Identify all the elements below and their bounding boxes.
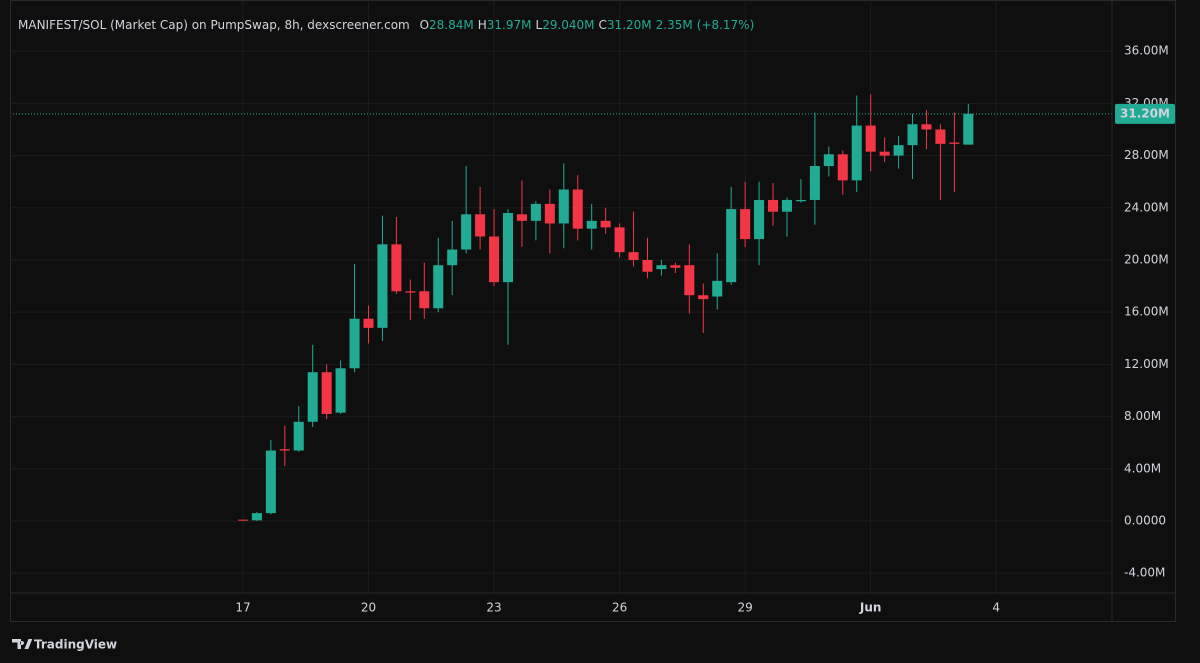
y-tick-label: 12.00M xyxy=(1124,357,1169,371)
legend-value: 29.040M xyxy=(542,18,594,32)
legend-value: 31.20M xyxy=(607,18,652,32)
candle-body xyxy=(795,199,806,202)
candle-body xyxy=(614,227,625,253)
y-tick-label: 16.00M xyxy=(1124,305,1169,319)
candle-body xyxy=(586,220,597,229)
candle-body xyxy=(251,513,262,521)
candle-body xyxy=(461,214,472,250)
tradingview-logo: TradingView xyxy=(12,638,117,652)
legend-key: O xyxy=(420,18,429,32)
candle-body xyxy=(740,209,751,240)
logo-icon xyxy=(12,639,33,649)
axes: -4.00M 0.0000 4.00M 8.00M 12.00M 16.00M 20.00M… xyxy=(235,44,1175,615)
y-tick-label: 28.00M xyxy=(1124,148,1169,162)
last-price-box xyxy=(1115,103,1175,124)
y-tick-label: 36.00M xyxy=(1124,44,1169,58)
y-tick-label: 4.00M xyxy=(1124,461,1161,475)
candle-body xyxy=(349,318,360,369)
candle-body xyxy=(893,145,904,156)
candle-body xyxy=(642,259,653,272)
candle-body xyxy=(363,318,374,328)
candle-body xyxy=(907,124,918,146)
candle-body xyxy=(963,113,974,145)
candle-body xyxy=(851,125,862,181)
legend-key: L xyxy=(536,18,543,32)
chart-title: MANIFEST/SOL (Market Cap) on PumpSwap, 8… xyxy=(18,18,410,32)
candle-body xyxy=(265,450,276,514)
y-tick-label: 0.0000 xyxy=(1124,513,1166,527)
candle-body xyxy=(307,372,318,422)
last-price-label: 31.20M xyxy=(1120,106,1170,120)
candle-body xyxy=(558,189,569,224)
x-tick-label: 26 xyxy=(612,601,627,615)
candle-body xyxy=(475,214,486,237)
x-tick-label: 29 xyxy=(737,601,752,615)
candle-body xyxy=(712,280,723,297)
candle-body xyxy=(935,129,946,144)
candle-body xyxy=(768,199,779,212)
y-tick-label: 20.00M xyxy=(1124,252,1169,266)
candle-body xyxy=(419,291,430,309)
grid xyxy=(10,2,1112,593)
candle-body xyxy=(572,189,583,229)
candle-body xyxy=(600,220,611,228)
candle-body xyxy=(879,151,890,156)
x-tick-label: Jun xyxy=(859,601,882,615)
frame xyxy=(10,0,1176,622)
candle-body xyxy=(726,209,737,283)
candle-body xyxy=(837,154,848,181)
legend-key: C xyxy=(599,18,607,32)
candle-body xyxy=(670,265,681,268)
candle-body xyxy=(754,199,765,240)
candle-body xyxy=(781,199,793,212)
candle-body xyxy=(865,125,876,152)
x-tick-label: 4 xyxy=(992,601,1000,615)
legend-value: 31.97M xyxy=(487,18,532,32)
candle-body xyxy=(516,214,527,221)
candle-body xyxy=(656,265,667,270)
candle-body xyxy=(335,368,346,413)
x-tick-label: 20 xyxy=(361,601,376,615)
candle-body xyxy=(321,372,332,414)
candle-body xyxy=(489,236,500,283)
legend-value: 28.84M xyxy=(429,18,474,32)
candle-body xyxy=(809,166,820,200)
candle-body xyxy=(544,203,555,224)
candle-body xyxy=(405,291,416,293)
candle-body xyxy=(684,265,695,296)
legend-volume: 2.35M xyxy=(656,18,693,32)
candle-body xyxy=(949,142,960,144)
header: MANIFEST/SOL (Market Cap) on PumpSwap, 8… xyxy=(18,18,754,32)
candle-body xyxy=(530,203,541,221)
candle-body xyxy=(502,213,514,283)
candle-body xyxy=(698,295,709,300)
candle-body xyxy=(237,519,248,521)
x-tick-label: 17 xyxy=(235,601,250,615)
legend-change: (+8.17%) xyxy=(697,18,755,32)
candle-body xyxy=(391,244,402,292)
candle-body xyxy=(823,154,834,167)
candle-body xyxy=(279,449,290,451)
candle-body xyxy=(377,244,388,328)
y-tick-label: 8.00M xyxy=(1124,409,1161,423)
candle-body xyxy=(293,421,304,451)
candle-body xyxy=(433,265,444,309)
legend-key: H xyxy=(478,18,487,32)
y-tick-label: 24.00M xyxy=(1124,200,1169,214)
y-tick-label: -4.00M xyxy=(1124,566,1165,580)
candles xyxy=(10,94,1112,521)
candle-body xyxy=(628,252,639,260)
candle-body xyxy=(921,124,932,130)
candle-body xyxy=(447,249,458,266)
footer-text: TradingView xyxy=(34,638,117,652)
x-tick-label: 23 xyxy=(486,601,501,615)
